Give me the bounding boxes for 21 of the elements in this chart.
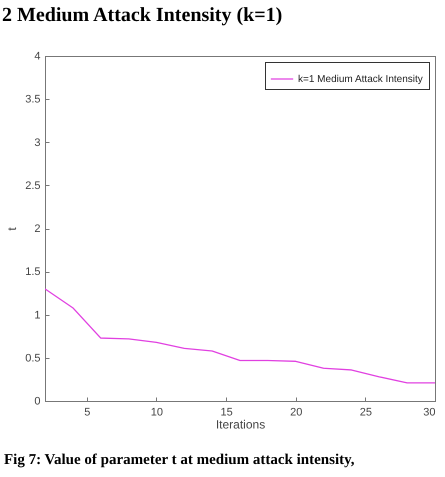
- x-tick-label: 25: [360, 406, 372, 418]
- x-tick-label: 30: [423, 406, 436, 418]
- legend-label: k=1 Medium Attack Intensity: [298, 74, 423, 85]
- y-axis-title: t: [5, 226, 20, 231]
- y-tick-label: 0: [34, 396, 40, 408]
- y-tick-label: 4: [34, 50, 40, 62]
- y-tick-label: 3: [34, 136, 40, 149]
- x-tick-label: 20: [290, 406, 302, 418]
- y-tick-label: 0.5: [25, 352, 40, 364]
- caption: Fig 7: Value of parameter t at medium attack intensity,: [4, 452, 355, 469]
- y-tick-label: 2: [34, 223, 40, 235]
- x-axis-title: Iterations: [216, 418, 266, 432]
- y-tick-label: 1.5: [25, 266, 40, 278]
- y-tick-label: 3.5: [25, 94, 40, 106]
- x-tick-label: 5: [84, 406, 90, 418]
- y-tick-label: 1: [34, 309, 40, 322]
- x-tick-label: 15: [220, 406, 233, 418]
- line-series: [45, 288, 435, 384]
- y-tick-label: 2.5: [25, 180, 40, 192]
- chart-title: 2 Medium Attack Intensity (k=1): [2, 4, 282, 27]
- x-tick-label: 10: [150, 406, 164, 418]
